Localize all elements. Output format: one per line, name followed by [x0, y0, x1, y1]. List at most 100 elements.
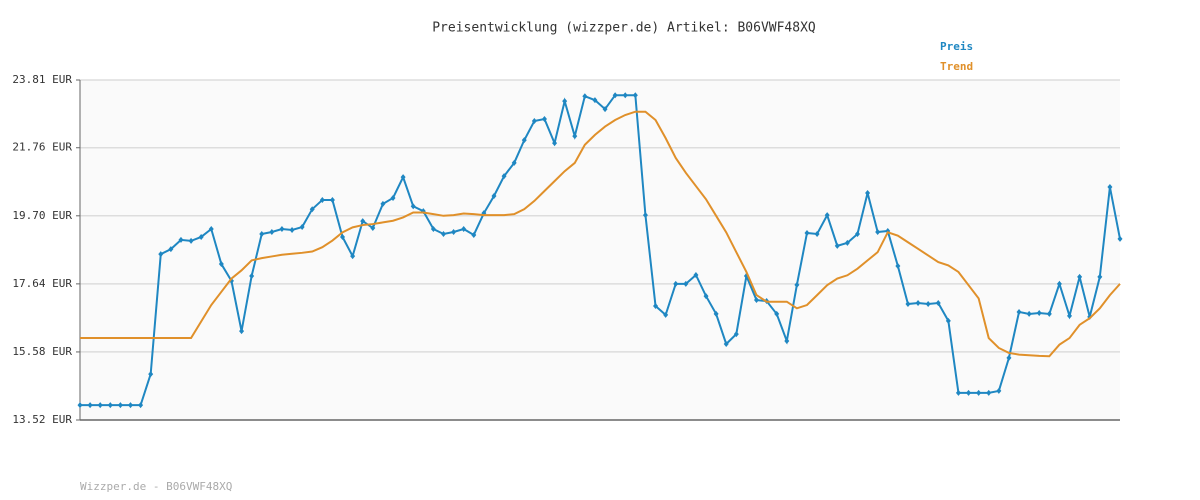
point-marker	[77, 402, 83, 409]
point-marker	[127, 402, 133, 409]
point-marker	[350, 253, 356, 260]
point-marker	[461, 226, 467, 233]
point-marker	[380, 200, 386, 207]
plot-area	[80, 80, 1120, 420]
point-marker	[541, 115, 547, 122]
point-marker	[329, 196, 335, 203]
point-marker	[107, 402, 113, 409]
point-marker	[602, 106, 608, 113]
legend-label: Preis	[940, 40, 973, 53]
point-marker	[844, 239, 850, 246]
point-marker	[259, 230, 265, 237]
point-marker	[582, 93, 588, 100]
point-marker	[632, 92, 638, 99]
point-marker	[400, 174, 406, 181]
point-marker	[562, 98, 568, 105]
point-marker	[138, 402, 144, 409]
point-marker	[673, 280, 679, 287]
point-marker	[1006, 354, 1012, 361]
point-marker	[299, 224, 305, 231]
point-marker	[218, 261, 224, 268]
point-marker	[834, 242, 840, 249]
point-marker	[198, 233, 204, 240]
point-marker	[794, 281, 800, 288]
point-marker	[754, 297, 760, 304]
point-marker	[1077, 273, 1083, 280]
point-marker	[289, 227, 295, 234]
point-marker	[1046, 310, 1052, 317]
point-marker	[976, 389, 982, 396]
point-marker	[340, 233, 346, 240]
point-marker	[663, 311, 669, 318]
point-marker	[97, 402, 103, 409]
y-tick-label: 23.81 EUR	[12, 73, 72, 86]
point-marker	[824, 212, 830, 219]
point-marker	[703, 293, 709, 300]
point-marker	[804, 229, 810, 236]
point-marker	[925, 301, 931, 308]
point-marker	[915, 300, 921, 307]
point-marker	[865, 190, 871, 197]
point-marker	[390, 194, 396, 201]
point-marker	[1117, 235, 1123, 242]
point-marker	[430, 226, 436, 233]
point-marker	[279, 226, 285, 233]
y-tick-label: 13.52 EUR	[12, 413, 72, 426]
point-marker	[511, 159, 517, 166]
y-tick-label: 17.64 EUR	[12, 277, 72, 290]
point-marker	[814, 230, 820, 237]
point-marker	[612, 92, 618, 99]
y-tick-label: 21.76 EUR	[12, 141, 72, 154]
point-marker	[1056, 280, 1062, 287]
point-marker	[945, 317, 951, 324]
point-marker	[1067, 312, 1073, 319]
point-marker	[774, 310, 780, 317]
point-marker	[117, 402, 123, 409]
footer: Wizzper.de - B06VWF48XQ	[80, 480, 232, 493]
point-marker	[572, 133, 578, 140]
point-marker	[642, 212, 648, 219]
point-marker	[410, 203, 416, 210]
point-marker	[269, 228, 275, 235]
point-marker	[784, 338, 790, 345]
point-marker	[905, 301, 911, 308]
point-marker	[1107, 184, 1113, 191]
series-line	[80, 94, 1121, 407]
point-marker	[491, 192, 497, 199]
point-marker	[1016, 308, 1022, 315]
point-marker	[693, 271, 699, 278]
point-marker	[319, 196, 325, 203]
point-marker	[875, 228, 881, 235]
point-marker	[854, 230, 860, 237]
point-marker	[501, 173, 507, 180]
point-marker	[966, 389, 972, 396]
point-marker	[1036, 309, 1042, 316]
point-marker	[723, 341, 729, 348]
point-marker	[552, 140, 558, 147]
point-marker	[309, 206, 315, 213]
point-marker	[622, 92, 628, 99]
chart-title: Preisentwicklung (wizzper.de) Artikel: B…	[432, 21, 816, 36]
point-marker	[683, 280, 689, 287]
point-marker	[996, 387, 1002, 394]
point-marker	[713, 310, 719, 317]
point-marker	[653, 303, 659, 310]
point-marker	[531, 117, 537, 124]
point-marker	[168, 246, 174, 253]
point-marker	[451, 228, 457, 235]
point-marker	[370, 225, 376, 232]
y-tick-label: 19.70 EUR	[12, 209, 72, 222]
point-marker	[895, 263, 901, 270]
point-marker	[178, 236, 184, 243]
legend-label: Trend	[940, 60, 973, 73]
point-marker	[239, 328, 245, 335]
series-line	[80, 110, 1121, 358]
point-marker	[208, 226, 214, 233]
point-marker	[87, 402, 93, 409]
point-marker	[935, 300, 941, 307]
point-marker	[188, 237, 194, 244]
y-tick-label: 15.58 EUR	[12, 345, 72, 358]
point-marker	[986, 389, 992, 396]
point-marker	[1026, 310, 1032, 317]
